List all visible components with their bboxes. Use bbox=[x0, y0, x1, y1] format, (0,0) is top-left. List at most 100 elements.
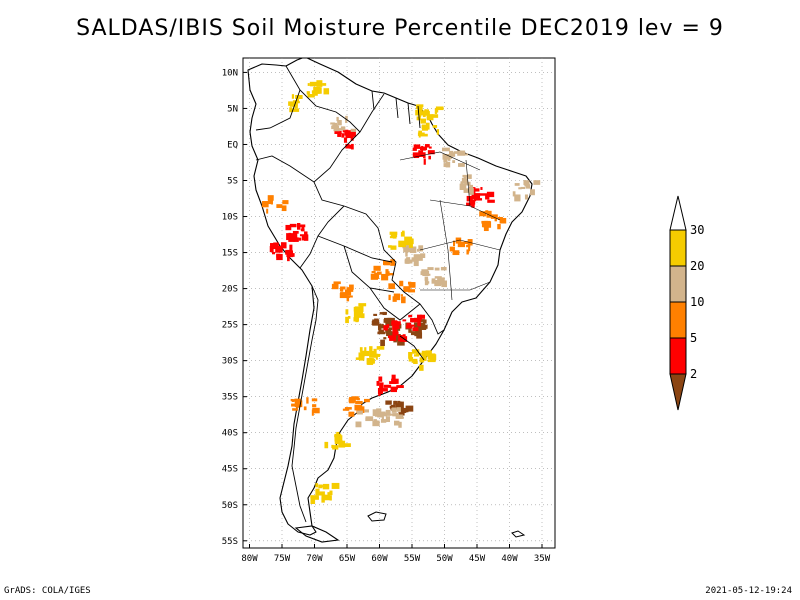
border-brazil-west bbox=[313, 93, 445, 335]
moisture-cell bbox=[374, 318, 379, 321]
moisture-cell bbox=[289, 223, 297, 228]
moisture-cell bbox=[378, 376, 383, 382]
moisture-cell bbox=[269, 246, 274, 253]
colorbar-segment bbox=[669, 265, 687, 303]
moisture-cell bbox=[440, 266, 447, 271]
moisture-cell bbox=[398, 412, 405, 416]
moisture-cell bbox=[413, 254, 421, 261]
moisture-cell bbox=[425, 324, 428, 329]
moisture-cell bbox=[418, 111, 422, 118]
moisture-cell bbox=[463, 188, 472, 193]
map-frame bbox=[242, 57, 556, 549]
moisture-cell bbox=[425, 350, 432, 357]
moisture-cell bbox=[462, 178, 468, 184]
moisture-cell bbox=[414, 354, 420, 357]
moisture-cell bbox=[422, 110, 426, 118]
moisture-cell bbox=[374, 272, 380, 279]
moisture-cell bbox=[383, 384, 392, 388]
moisture-cell bbox=[377, 353, 381, 356]
moisture-cell bbox=[288, 101, 293, 106]
moisture-cell bbox=[417, 106, 422, 113]
moisture-cell bbox=[452, 250, 460, 256]
moisture-cell bbox=[401, 407, 407, 413]
moisture-cell bbox=[449, 246, 453, 250]
moisture-cell bbox=[403, 286, 411, 292]
moisture-cell bbox=[349, 144, 352, 149]
moisture-cell bbox=[514, 194, 521, 202]
moisture-cell bbox=[330, 122, 335, 125]
moisture-cell bbox=[311, 90, 320, 94]
colorbar-label: 30 bbox=[690, 223, 704, 237]
moisture-cell bbox=[393, 293, 401, 301]
moisture-cell bbox=[480, 187, 483, 190]
moisture-cell bbox=[280, 242, 287, 249]
moisture-cell bbox=[413, 144, 421, 149]
moisture-cell bbox=[369, 350, 376, 358]
moisture-cell bbox=[379, 312, 387, 315]
lon-tick-label: 75W bbox=[274, 554, 291, 564]
moisture-cell bbox=[291, 94, 295, 99]
moisture-cell bbox=[333, 281, 341, 285]
moisture-cell bbox=[397, 323, 402, 329]
map-title: SALDAS/IBIS Soil Moisture Percentile DEC… bbox=[76, 16, 724, 41]
moisture-cell bbox=[301, 235, 307, 241]
moisture-cell bbox=[294, 400, 303, 408]
moisture-cell bbox=[525, 184, 531, 189]
moisture-cell bbox=[345, 309, 349, 315]
lat-lon-grid bbox=[243, 58, 555, 548]
moisture-cell bbox=[434, 267, 440, 271]
moisture-cell bbox=[457, 150, 466, 156]
moisture-cell bbox=[382, 388, 388, 392]
moisture-cell bbox=[443, 157, 448, 163]
moisture-cell bbox=[378, 412, 387, 417]
moisture-cell bbox=[473, 196, 477, 202]
moisture-cell bbox=[429, 115, 437, 118]
moisture-cell bbox=[340, 292, 347, 295]
moisture-cell bbox=[369, 346, 373, 352]
moisture-cell bbox=[337, 119, 342, 126]
moisture-cell bbox=[388, 294, 391, 301]
moisture-cell bbox=[377, 387, 383, 394]
moisture-cell bbox=[355, 357, 361, 360]
moisture-cell bbox=[344, 407, 352, 410]
moisture-cell bbox=[307, 94, 315, 98]
moisture-cell bbox=[392, 328, 398, 336]
moisture-patch bbox=[388, 280, 416, 304]
moisture-cell bbox=[427, 353, 436, 360]
lat-tick-label: 20S bbox=[222, 285, 238, 295]
moisture-cell bbox=[466, 202, 472, 206]
lat-tick-label: 25S bbox=[222, 321, 238, 331]
moisture-cell bbox=[363, 350, 370, 357]
moisture-cell bbox=[421, 124, 428, 131]
moisture-cell bbox=[408, 356, 414, 362]
moisture-cell bbox=[331, 444, 334, 448]
moisture-cell bbox=[387, 413, 395, 416]
moisture-cell bbox=[397, 401, 402, 408]
moisture-cell bbox=[282, 200, 289, 205]
moisture-cell bbox=[292, 408, 299, 411]
moisture-cell bbox=[291, 108, 300, 112]
moisture-cell bbox=[378, 329, 384, 334]
moisture-cell bbox=[337, 132, 342, 137]
moisture-cell bbox=[449, 150, 454, 154]
colorbar: 30 20 10 5 2 bbox=[669, 195, 704, 411]
moisture-patch bbox=[378, 407, 404, 428]
moisture-cell bbox=[391, 378, 399, 384]
moisture-cell bbox=[376, 271, 382, 275]
moisture-cell bbox=[381, 273, 389, 281]
border-uruguay bbox=[399, 335, 425, 361]
moisture-cell bbox=[482, 222, 487, 225]
moisture-cell bbox=[387, 331, 393, 338]
moisture-patch bbox=[269, 242, 295, 262]
moisture-cell bbox=[417, 132, 425, 136]
moisture-cell bbox=[412, 147, 417, 151]
moisture-cell bbox=[441, 147, 450, 152]
moisture-cell bbox=[299, 234, 308, 237]
moisture-cell bbox=[403, 241, 411, 246]
moisture-cell bbox=[359, 358, 365, 361]
moisture-cell bbox=[405, 325, 413, 329]
moisture-cell bbox=[276, 253, 283, 261]
moisture-cell bbox=[376, 346, 385, 350]
moisture-cell bbox=[383, 337, 387, 340]
moisture-cell bbox=[268, 195, 274, 199]
